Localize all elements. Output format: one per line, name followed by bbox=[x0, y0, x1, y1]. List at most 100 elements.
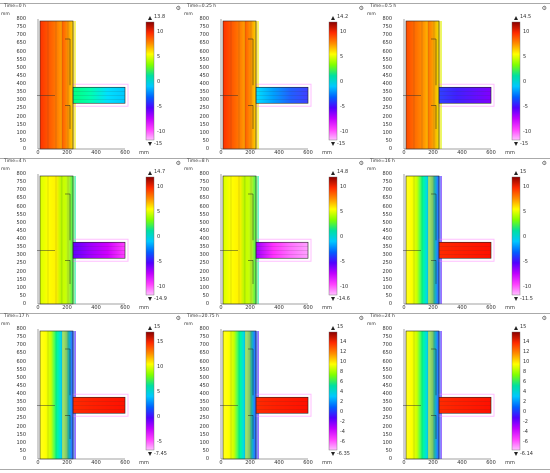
colorbar-tick-label: 8 bbox=[523, 369, 527, 375]
x-tick-label: 200 bbox=[62, 150, 72, 156]
min-arrow-icon bbox=[148, 297, 152, 301]
y-tick-label: 750 bbox=[199, 179, 209, 186]
colorbar-tick-label: 0 bbox=[340, 79, 344, 85]
gear-icon[interactable]: ⚙ bbox=[358, 160, 364, 167]
colorbar-tick-label: -5 bbox=[340, 104, 345, 110]
y-unit-label: mm bbox=[1, 12, 10, 17]
x-tick-label: 0 bbox=[402, 305, 406, 311]
y-tick-label: 250 bbox=[16, 105, 26, 112]
x-tick-label: 200 bbox=[62, 460, 72, 466]
y-tick-label: 150 bbox=[16, 431, 26, 438]
colorbar-tick-label: 2 bbox=[523, 399, 527, 405]
colorbar bbox=[512, 22, 520, 140]
colorbar bbox=[512, 332, 520, 450]
colorbar-tick-label: 14 bbox=[523, 339, 530, 345]
y-tick-label: 150 bbox=[382, 431, 392, 438]
y-tick-label: 350 bbox=[16, 244, 26, 251]
x-tick-label: 200 bbox=[428, 305, 438, 311]
y-tick-label: 750 bbox=[16, 179, 26, 186]
y-tick-label: 450 bbox=[382, 72, 392, 79]
colorbar-tick-label: 5 bbox=[523, 209, 527, 215]
colorbar-max-label: 15 bbox=[154, 324, 161, 330]
y-tick-label: 650 bbox=[16, 195, 26, 202]
frame-line bbox=[248, 348, 254, 439]
separator bbox=[0, 3, 550, 4]
gear-icon[interactable]: ⚙ bbox=[541, 315, 547, 322]
colorbar-tick-label: 12 bbox=[340, 349, 347, 355]
x-tick-label: 400 bbox=[91, 305, 101, 311]
y-tick-label: 300 bbox=[16, 252, 26, 259]
gear-icon[interactable]: ⚙ bbox=[175, 5, 181, 12]
insulation-region bbox=[245, 331, 259, 459]
y-tick-label: 100 bbox=[199, 129, 209, 136]
x-tick-label: 400 bbox=[274, 150, 284, 156]
y-tick-label: 400 bbox=[16, 236, 26, 242]
gear-icon[interactable]: ⚙ bbox=[541, 160, 547, 167]
y-tick-label: 100 bbox=[382, 129, 392, 136]
y-tick-label: 0 bbox=[388, 146, 392, 152]
frame-line bbox=[431, 38, 437, 129]
colorbar-tick-label: 5 bbox=[340, 54, 344, 60]
y-tick-label: 500 bbox=[382, 374, 392, 381]
y-tick-label: 650 bbox=[16, 350, 26, 357]
insulation-region bbox=[245, 21, 259, 149]
gear-icon[interactable]: ⚙ bbox=[541, 5, 547, 12]
y-tick-label: 300 bbox=[16, 407, 26, 414]
gear-icon[interactable]: ⚙ bbox=[175, 160, 181, 167]
y-unit-label: mm bbox=[367, 12, 376, 17]
max-arrow-icon bbox=[514, 16, 518, 20]
y-tick-label: 400 bbox=[199, 81, 209, 87]
y-tick-label: 400 bbox=[16, 391, 26, 397]
x-tick-label: 0 bbox=[219, 460, 223, 466]
colorbar-max-label: 14.5 bbox=[520, 14, 532, 20]
y-tick-label: 750 bbox=[382, 334, 392, 341]
gear-icon[interactable]: ⚙ bbox=[358, 5, 364, 12]
x-unit-label: mm bbox=[139, 305, 149, 311]
colorbar-min-label: -6.14 bbox=[520, 451, 533, 457]
y-tick-label: 700 bbox=[382, 342, 392, 349]
frame-line bbox=[65, 38, 71, 129]
x-tick-label: 400 bbox=[91, 460, 101, 466]
colorbar-max-label: 14.7 bbox=[154, 169, 166, 175]
x-unit-label: mm bbox=[322, 305, 332, 311]
colorbar-tick-label: -5 bbox=[523, 104, 528, 110]
colorbar bbox=[329, 22, 337, 140]
temperature-field bbox=[403, 171, 521, 305]
time-label: Time=0 h bbox=[4, 4, 26, 9]
x-unit-label: mm bbox=[505, 305, 515, 311]
colorbar bbox=[146, 332, 154, 450]
y-tick-label: 400 bbox=[199, 391, 209, 397]
gear-icon[interactable]: ⚙ bbox=[358, 315, 364, 322]
insulation-region bbox=[62, 21, 76, 149]
y-tick-label: 400 bbox=[382, 236, 392, 242]
colorbar-tick-label: -2 bbox=[340, 419, 345, 425]
y-tick-label: 250 bbox=[199, 415, 209, 422]
y-tick-label: 550 bbox=[16, 211, 26, 218]
y-tick-label: 250 bbox=[16, 260, 26, 267]
colorbar-tick-label: -4 bbox=[523, 429, 528, 435]
y-tick-label: 250 bbox=[382, 260, 392, 267]
colorbar-outline bbox=[328, 176, 338, 296]
y-tick-label: 650 bbox=[382, 195, 392, 202]
y-tick-label: 100 bbox=[16, 439, 26, 446]
gear-icon[interactable]: ⚙ bbox=[175, 315, 181, 322]
y-tick-label: 350 bbox=[16, 89, 26, 96]
y-tick-label: 300 bbox=[199, 97, 209, 104]
min-arrow-icon bbox=[514, 297, 518, 301]
x-tick-label: 400 bbox=[91, 150, 101, 156]
x-unit-label: mm bbox=[505, 460, 515, 466]
y-tick-label: 650 bbox=[382, 350, 392, 357]
y-tick-label: 0 bbox=[22, 146, 26, 152]
x-tick-label: 0 bbox=[219, 305, 223, 311]
y-tick-label: 200 bbox=[16, 113, 26, 120]
y-tick-label: 650 bbox=[199, 40, 209, 47]
y-tick-label: 750 bbox=[382, 24, 392, 31]
colorbar-tick-label: 10 bbox=[523, 29, 530, 35]
colorbar-tick-label: 6 bbox=[523, 379, 527, 385]
x-tick-label: 600 bbox=[303, 150, 313, 156]
colorbar-tick-label: 0 bbox=[523, 79, 527, 85]
y-tick-label: 50 bbox=[202, 447, 209, 454]
temperature-field bbox=[403, 16, 521, 150]
time-label: Time=8 h bbox=[187, 159, 209, 164]
colorbar-tick-label: 10 bbox=[523, 184, 530, 190]
